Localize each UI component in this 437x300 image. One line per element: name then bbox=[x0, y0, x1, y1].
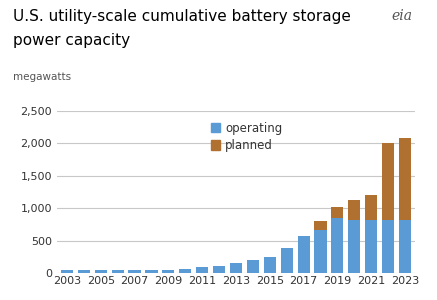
Legend: operating, planned: operating, planned bbox=[206, 117, 287, 157]
Bar bbox=[331, 218, 343, 273]
Bar bbox=[213, 266, 225, 273]
Bar bbox=[179, 269, 191, 273]
Bar bbox=[95, 270, 107, 273]
Bar bbox=[247, 260, 259, 273]
Bar bbox=[348, 200, 361, 220]
Bar bbox=[61, 270, 73, 273]
Bar bbox=[348, 220, 361, 273]
Bar bbox=[230, 263, 242, 273]
Text: U.S. utility-scale cumulative battery storage: U.S. utility-scale cumulative battery st… bbox=[13, 9, 351, 24]
Bar bbox=[128, 270, 141, 273]
Bar bbox=[365, 195, 377, 220]
Bar bbox=[365, 220, 377, 273]
Text: eia: eia bbox=[392, 9, 413, 23]
Bar bbox=[399, 220, 411, 273]
Text: power capacity: power capacity bbox=[13, 33, 130, 48]
Bar bbox=[382, 220, 394, 273]
Bar bbox=[281, 248, 293, 273]
Bar bbox=[264, 257, 276, 273]
Bar bbox=[399, 138, 411, 220]
Bar bbox=[382, 143, 394, 220]
Bar bbox=[298, 236, 310, 273]
Bar bbox=[314, 221, 326, 230]
Bar bbox=[78, 270, 90, 273]
Bar bbox=[111, 270, 124, 273]
Bar bbox=[162, 270, 174, 273]
Bar bbox=[196, 267, 208, 273]
Bar bbox=[314, 230, 326, 273]
Bar bbox=[146, 270, 158, 273]
Text: megawatts: megawatts bbox=[13, 72, 71, 82]
Bar bbox=[331, 207, 343, 218]
